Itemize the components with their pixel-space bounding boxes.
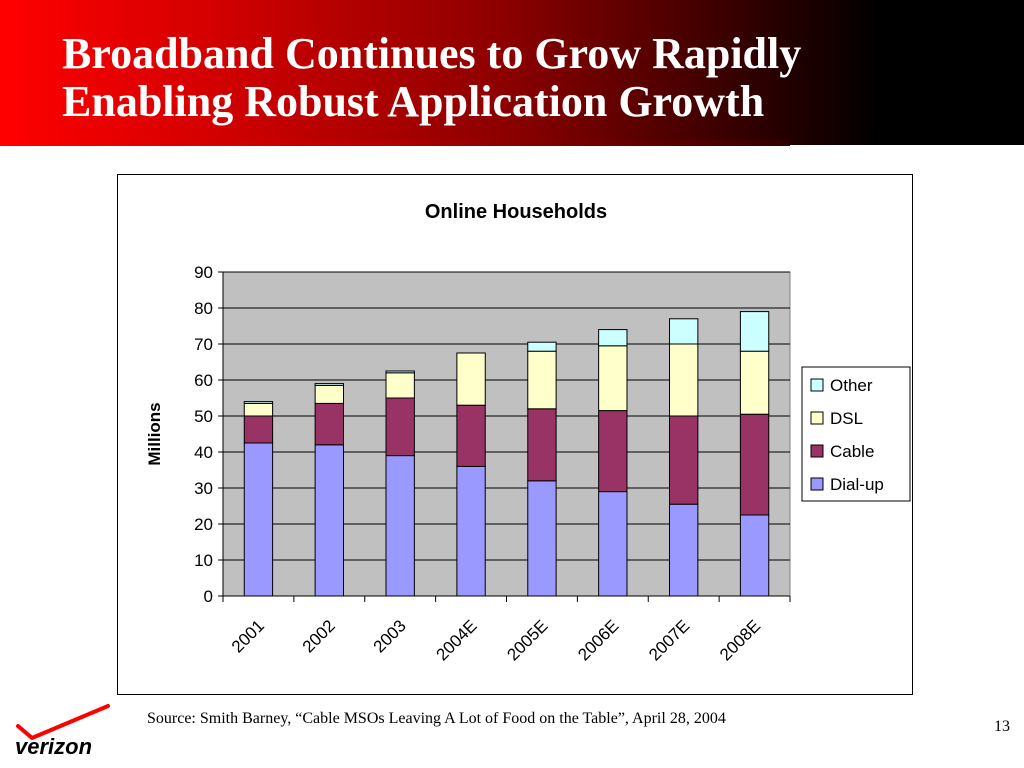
y-axis-title: Millions — [145, 402, 164, 465]
bar-segment-dsl — [527, 350, 557, 410]
bar-segment-cable — [314, 402, 344, 446]
chart-frame: Online Households 0 10 20 30 40 50 60 70 80 90 Mill… — [117, 174, 913, 695]
legend-swatch-other — [810, 378, 824, 392]
page-number: 13 — [994, 718, 1010, 735]
legend-label: Dial-up — [830, 475, 884, 494]
bar-segment-dsl — [739, 350, 770, 415]
chart-title: Online Households — [425, 201, 607, 223]
legend-label: DSL — [830, 409, 863, 428]
y-tick-label: 30 — [194, 479, 213, 498]
bar-segment-other — [598, 329, 628, 347]
x-tick-label: 2008E — [716, 616, 764, 664]
bar-segment-dsl — [243, 402, 274, 417]
bar-segment-dial-up — [456, 465, 486, 597]
bar-segment-dial-up — [669, 503, 699, 597]
slide-title-line-2: Enabling Robust Application Growth — [62, 77, 765, 126]
bar-segment-dsl — [456, 352, 486, 406]
y-tick-label: 50 — [194, 407, 213, 426]
bar-segment-other — [385, 370, 415, 374]
svg-text:verizon: verizon — [15, 734, 92, 759]
x-tick-label: 2007E — [645, 616, 693, 664]
x-tick-label: 2001 — [228, 616, 268, 656]
bar-segment-dial-up — [598, 491, 628, 597]
bar-segment-dsl — [314, 384, 344, 404]
title-banner-underline — [0, 140, 790, 146]
source-note: Source: Smith Barney, “Cable MSOs Leavin… — [147, 710, 726, 727]
bar-segment-cable — [456, 404, 486, 467]
title-banner — [0, 0, 1024, 145]
plot-area — [222, 271, 791, 597]
y-tick-label: 60 — [194, 371, 213, 390]
legend-label: Other — [830, 376, 873, 395]
x-tick-label: 2006E — [574, 616, 622, 664]
x-tick-label: 2005E — [503, 616, 551, 664]
y-tick-label: 0 — [204, 587, 213, 606]
verizon-logo: verizon — [15, 704, 110, 759]
y-tick-label: 10 — [194, 551, 213, 570]
bar-segment-dial-up — [527, 480, 557, 597]
bar-segment-dial-up — [243, 442, 274, 597]
y-tick-label: 90 — [194, 263, 213, 282]
y-tick-label: 70 — [194, 335, 213, 354]
bar-segment-other — [314, 383, 344, 386]
bar-segment-cable — [527, 408, 557, 482]
bar-segment-dial-up — [314, 444, 344, 597]
legend-swatch-dsl — [810, 411, 824, 425]
bar-segment-other — [669, 318, 699, 345]
bar-segment-other — [243, 401, 274, 404]
slide-title-line-1: Broadband Continues to Grow Rapidly — [62, 29, 802, 78]
y-tick-label: 20 — [194, 515, 213, 534]
bar-segment-dsl — [669, 343, 699, 417]
bar-segment-cable — [598, 410, 628, 493]
x-tick-label: 2002 — [299, 616, 339, 656]
y-tick-label: 80 — [194, 299, 213, 318]
bar-segment-dsl — [598, 345, 628, 412]
bar-segment-dial-up — [385, 455, 415, 597]
stacked-bar-chart: Online Households 0 10 20 30 40 50 60 70 80 90 Mill… — [145, 201, 911, 664]
legend-label: Cable — [830, 442, 874, 461]
bar-segment-dial-up — [739, 514, 770, 597]
bar-segment-other — [739, 311, 770, 352]
x-tick-label: 2003 — [370, 616, 410, 656]
legend-swatch-dial-up — [810, 477, 824, 491]
bar-segment-other — [527, 341, 557, 352]
bar-segment-dsl — [385, 372, 415, 399]
bar-segment-cable — [739, 413, 770, 516]
bar-segment-cable — [669, 415, 699, 505]
y-tick-label: 40 — [194, 443, 213, 462]
legend-swatch-cable — [810, 444, 824, 458]
bar-segment-cable — [385, 397, 415, 457]
slide-title: Broadband Continues to Grow Rapidly Enab… — [62, 30, 801, 126]
bar-segment-cable — [243, 415, 274, 444]
x-tick-label: 2004E — [433, 616, 481, 664]
